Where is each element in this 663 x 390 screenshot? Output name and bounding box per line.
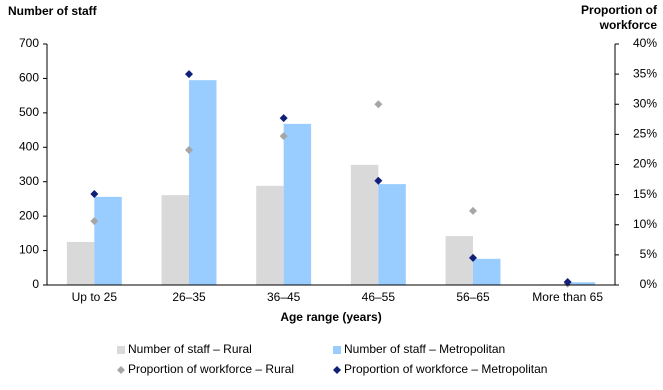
point xyxy=(185,146,193,155)
y2-tick-label: 20% xyxy=(633,157,657,171)
x-tick-label: 56–65 xyxy=(456,290,490,304)
point xyxy=(563,277,572,286)
bar xyxy=(66,241,95,285)
y2-tick-label: 30% xyxy=(633,96,657,110)
y2-tick-label: 15% xyxy=(633,187,657,201)
x-tick-label: 46–55 xyxy=(362,290,396,304)
x-axis-title: Age range (years) xyxy=(280,310,381,324)
point xyxy=(374,100,383,109)
y-tick-label: 500 xyxy=(19,105,39,119)
bar xyxy=(473,258,501,285)
y-tick-label: 600 xyxy=(19,71,39,85)
y2-tick-label: 0% xyxy=(640,277,658,291)
y2-axis-title: Proportion of xyxy=(581,3,658,17)
y-tick-label: 300 xyxy=(19,174,39,188)
legend-label: Number of staff – Metropolitan xyxy=(344,342,505,356)
point xyxy=(374,176,383,185)
bar xyxy=(256,185,284,285)
bar xyxy=(445,236,473,285)
bar xyxy=(567,282,596,285)
y2-tick-label: 10% xyxy=(633,217,657,231)
y2-tick-label: 25% xyxy=(633,127,657,141)
y2-tick-label: 40% xyxy=(633,36,657,50)
bar xyxy=(94,196,122,285)
y2-axis-title: workforce xyxy=(599,18,658,32)
bar xyxy=(189,80,217,286)
point xyxy=(469,206,477,215)
legend-label: Proportion of workforce – Rural xyxy=(128,362,294,376)
point xyxy=(90,217,99,226)
bar xyxy=(283,123,312,285)
y-tick-label: 400 xyxy=(19,139,39,153)
y2-tick-label: 5% xyxy=(640,247,658,261)
legend-label: Proportion of workforce – Metropolitan xyxy=(344,362,547,376)
point xyxy=(90,190,99,199)
y-tick-label: 700 xyxy=(19,36,39,50)
x-tick-label: 36–45 xyxy=(267,290,301,304)
bar xyxy=(350,164,379,285)
x-tick-label: Up to 25 xyxy=(72,290,118,304)
point xyxy=(469,253,477,262)
point xyxy=(279,132,288,141)
y-tick-label: 100 xyxy=(19,243,39,257)
y2-tick-label: 35% xyxy=(633,66,657,80)
x-tick-label: More than 65 xyxy=(532,290,603,304)
bar xyxy=(161,195,189,285)
point xyxy=(185,70,193,79)
legend-swatch xyxy=(117,366,125,374)
point xyxy=(279,114,288,123)
y-tick-label: 0 xyxy=(32,277,39,291)
x-tick-label: 26–35 xyxy=(172,290,206,304)
bar xyxy=(378,184,406,285)
legend-swatch xyxy=(333,366,341,374)
y-tick-label: 200 xyxy=(19,208,39,222)
legend-label: Number of staff – Rural xyxy=(128,342,252,356)
legend-swatch xyxy=(117,346,125,354)
y-axis-title: Number of staff xyxy=(8,4,98,18)
legend-swatch xyxy=(333,346,341,354)
